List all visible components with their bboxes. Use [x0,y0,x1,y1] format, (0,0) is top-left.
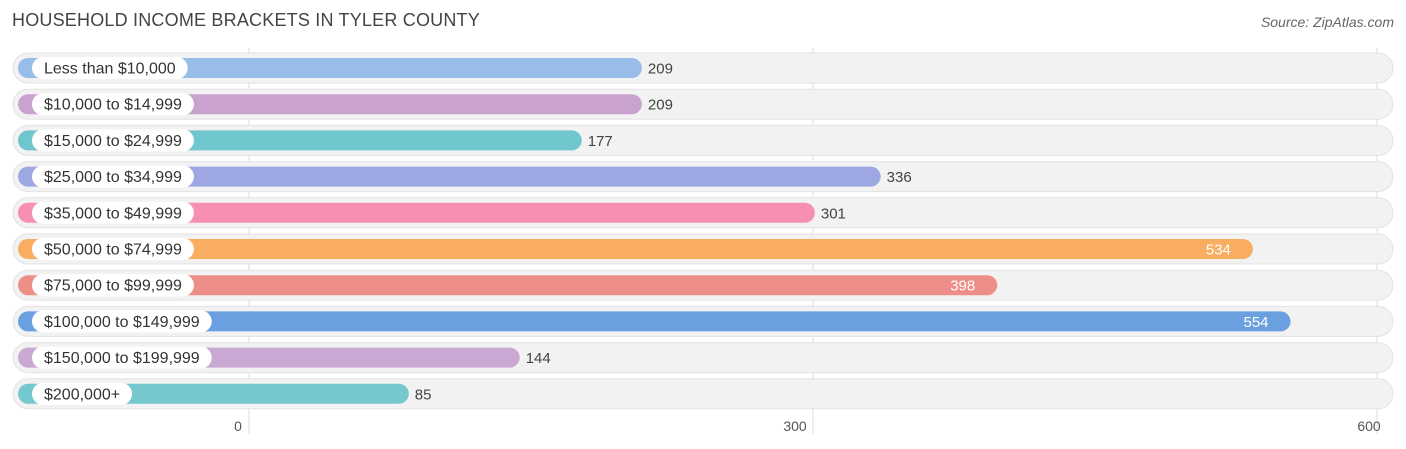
category-label: $200,000+ [44,386,120,403]
tick-label: 300 [783,418,807,434]
bar-row: $50,000 to $74,999 534 [12,233,1394,265]
value-label: 336 [887,169,912,186]
category-label: $15,000 to $24,999 [44,133,182,150]
source-label: Source: ZipAtlas.com [1260,14,1394,30]
category-label: $35,000 to $49,999 [44,205,182,222]
category-pill [32,346,212,369]
category-pill [32,129,194,152]
value-label: 85 [415,386,432,403]
value-label: 534 [1206,242,1231,259]
chart-title: HOUSEHOLD INCOME BRACKETS IN TYLER COUNT… [12,10,480,30]
category-pill [32,382,133,405]
rows-layer: Less than $10,000 209 $10,000 to $14,999 20… [12,52,1394,410]
value-label: 398 [950,278,975,295]
category-label: $25,000 to $34,999 [44,169,182,186]
value-label: 554 [1243,314,1268,331]
category-pill [32,201,194,224]
tick-label: 600 [1357,418,1381,434]
tick-label: 0 [234,418,242,434]
category-label: $100,000 to $149,999 [44,314,200,331]
bar-row: $15,000 to $24,999 177 [12,124,1394,156]
value-label: 177 [588,133,613,150]
value-label: 301 [821,205,846,222]
bar-row: $200,000+ 85 [12,378,1394,410]
bar-row: $35,000 to $49,999 301 [12,197,1394,229]
bar-row: $10,000 to $14,999 209 [12,88,1394,120]
category-pill [32,310,212,333]
category-label: $10,000 to $14,999 [44,97,182,114]
bar-row: $75,000 to $99,999 398 [12,269,1394,301]
bar [18,311,1291,332]
bar-row: Less than $10,000 209 [12,52,1394,84]
bar-row: $100,000 to $149,999 554 [12,305,1394,337]
ticks-layer: 0 300 600 [234,418,1381,434]
value-label: 144 [526,350,551,367]
bar-row: $150,000 to $199,999 144 [12,342,1394,374]
category-pill [32,165,194,188]
category-pill [32,93,194,116]
category-label: $50,000 to $74,999 [44,242,182,259]
bar-row: $25,000 to $34,999 336 [12,161,1394,193]
bar [18,239,1253,259]
category-label: $75,000 to $99,999 [44,278,182,295]
bar [18,166,881,187]
bar [18,275,998,296]
value-label: 209 [648,61,673,78]
category-pill [32,57,188,79]
category-label: $150,000 to $199,999 [44,350,200,367]
value-label: 209 [648,97,673,114]
category-label: Less than $10,000 [44,61,176,78]
category-pill [32,238,194,260]
bar [18,202,815,223]
category-pill [32,274,194,297]
